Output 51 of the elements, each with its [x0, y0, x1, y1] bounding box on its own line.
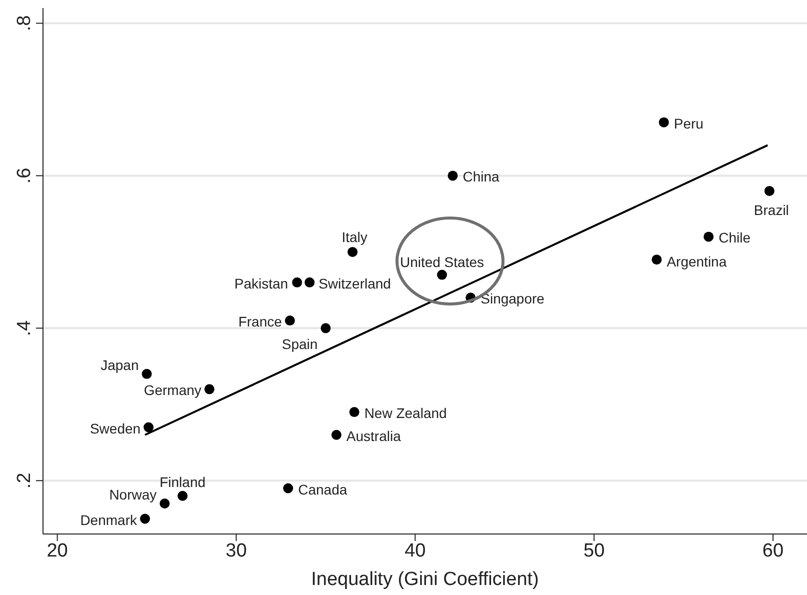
data-label: New Zealand — [364, 405, 447, 422]
y-tick-label: .4 — [14, 320, 35, 336]
data-label: Japan — [100, 356, 139, 373]
point — [160, 498, 170, 509]
point — [284, 316, 295, 326]
y-tick-label: .6 — [14, 168, 35, 184]
data-label: Spain — [282, 336, 318, 352]
data-label: Singapore — [480, 290, 545, 307]
point — [349, 407, 360, 418]
point — [704, 232, 714, 242]
point — [764, 186, 774, 196]
x-tick-label: 40 — [404, 540, 426, 562]
point — [142, 368, 152, 379]
point — [178, 490, 188, 501]
data-label: China — [462, 168, 500, 185]
point — [448, 170, 458, 181]
data-label: Finland — [160, 474, 206, 490]
data-label: Brazil — [754, 202, 789, 218]
point — [292, 277, 302, 288]
data-label: Germany — [144, 382, 202, 398]
data-label: Australia — [346, 428, 402, 444]
x-tick-label: 60 — [762, 540, 784, 562]
x-axis-title: Inequality (Gini Coefficient) — [311, 569, 539, 590]
point — [348, 246, 358, 257]
data-label: Denmark — [80, 512, 138, 528]
data-label: Argentina — [666, 254, 727, 270]
data-label: Peru — [674, 115, 704, 132]
data-label: Norway — [109, 486, 157, 503]
data-label: Switzerland — [318, 275, 391, 292]
point — [283, 483, 294, 494]
point — [144, 422, 154, 432]
point — [304, 277, 315, 288]
data-label: Sweden — [90, 420, 141, 436]
x-tick-label: 50 — [584, 540, 605, 562]
data-label: United States — [400, 254, 484, 270]
point — [437, 270, 447, 280]
data-label: Canada — [298, 481, 348, 498]
x-tick-label: 30 — [226, 540, 247, 562]
point — [331, 430, 342, 440]
point — [140, 514, 150, 524]
data-label: France — [238, 314, 282, 330]
data-label: Chile — [718, 230, 751, 246]
y-tick-label: .2 — [14, 472, 35, 489]
data-label: Pakistan — [234, 275, 288, 292]
point — [658, 117, 669, 128]
point — [652, 254, 662, 265]
x-tick-label: 20 — [46, 540, 68, 562]
y-tick-label: .8 — [14, 15, 35, 32]
data-label: Italy — [342, 228, 368, 245]
point — [320, 323, 331, 334]
point — [204, 384, 214, 394]
